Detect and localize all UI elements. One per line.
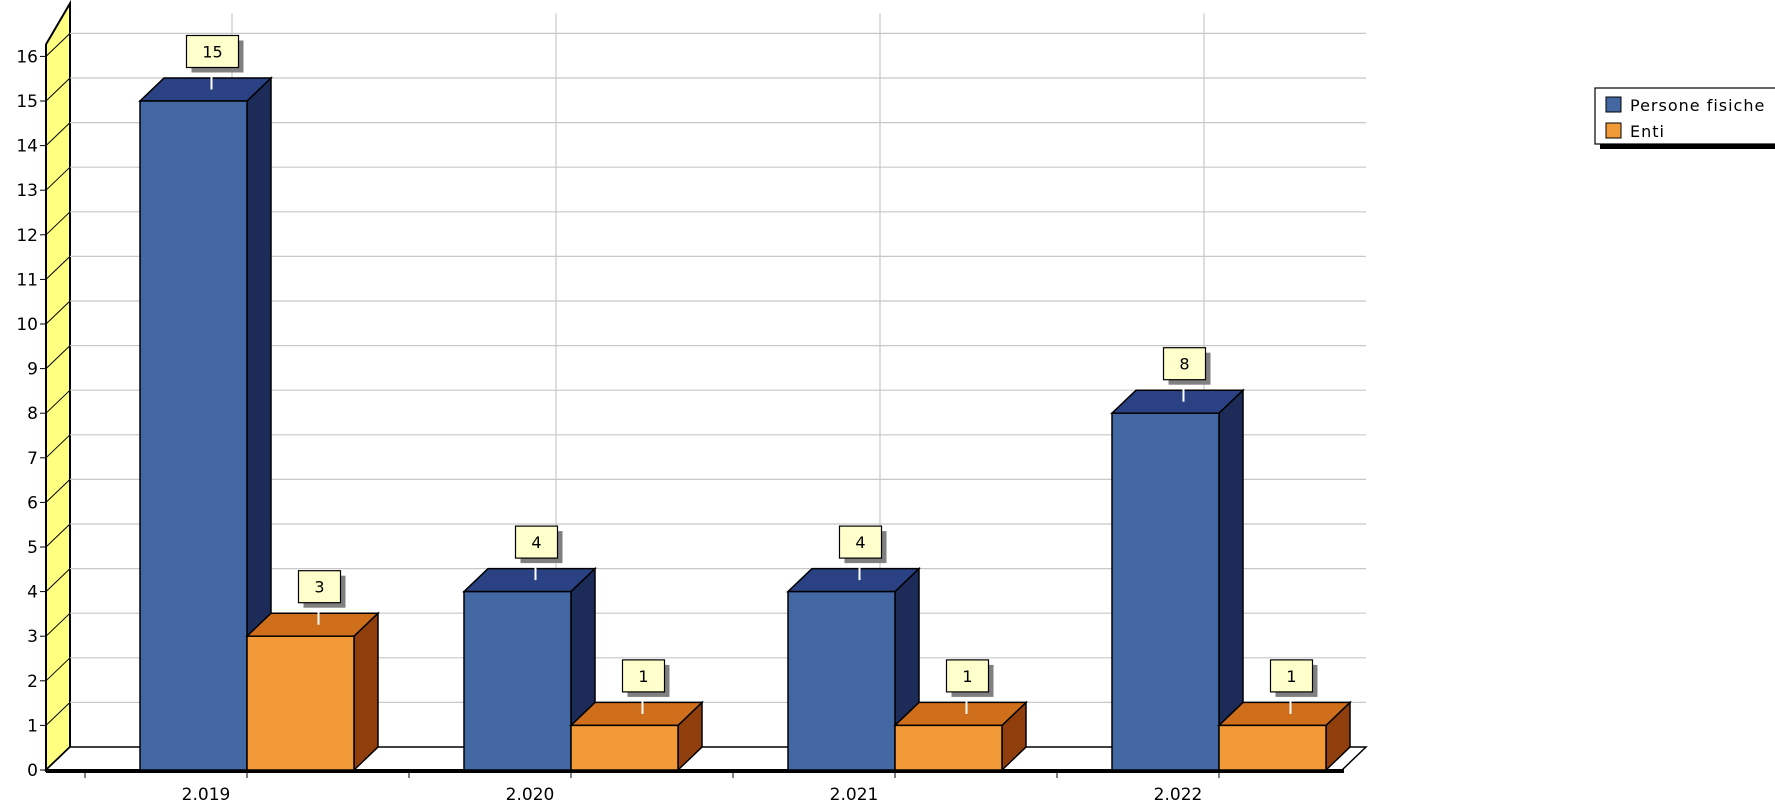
y-tick-label: 3 bbox=[27, 627, 38, 647]
wall-tick bbox=[45, 389, 71, 414]
data-label: 15 bbox=[202, 43, 222, 62]
wall-tick bbox=[45, 657, 71, 682]
y-tick-label: 4 bbox=[27, 583, 38, 603]
y-tick-label: 13 bbox=[16, 181, 38, 201]
bar-top bbox=[245, 612, 380, 637]
wall-tick bbox=[45, 300, 71, 325]
y-tick-label: 2 bbox=[27, 672, 38, 692]
y-tick-label: 10 bbox=[16, 315, 38, 335]
bar-top bbox=[786, 567, 921, 593]
data-label: 8 bbox=[1179, 355, 1189, 374]
bar-top bbox=[138, 77, 273, 102]
y-tick-label: 16 bbox=[16, 47, 38, 67]
bar-front bbox=[1218, 724, 1327, 771]
bar-top bbox=[893, 701, 1028, 727]
wall-tick bbox=[45, 345, 71, 369]
y-tick-label: 11 bbox=[16, 270, 38, 290]
y-tick-label: 9 bbox=[27, 360, 38, 380]
wall-tick bbox=[45, 702, 71, 726]
legend-entry: Enti bbox=[1630, 122, 1665, 141]
wall-tick bbox=[45, 166, 71, 191]
x-tick-label: 2.020 bbox=[506, 785, 555, 805]
data-label: 1 bbox=[1286, 667, 1296, 686]
bar-front bbox=[787, 590, 896, 771]
y-tick-label: 12 bbox=[16, 226, 38, 246]
wall-tick bbox=[45, 523, 71, 548]
bar-front bbox=[139, 100, 248, 771]
legend-entry: Persone fisiche bbox=[1630, 96, 1765, 115]
y-tick-label: 0 bbox=[27, 761, 38, 781]
x-tick-label: 2.019 bbox=[182, 785, 231, 805]
bar-enti-2.020 bbox=[569, 700, 704, 772]
data-label-box bbox=[621, 659, 666, 693]
legend-swatch bbox=[1605, 96, 1622, 113]
bar-front bbox=[570, 724, 679, 771]
bar-front bbox=[1111, 412, 1220, 771]
wall-tick bbox=[45, 612, 71, 637]
wall-tick bbox=[45, 33, 71, 57]
y-tick-label: 1 bbox=[27, 716, 38, 736]
x-tick-label: 2.021 bbox=[830, 785, 879, 805]
y-tick-label: 15 bbox=[16, 92, 38, 112]
data-label-box bbox=[297, 570, 342, 604]
bar-enti-2.022 bbox=[1217, 700, 1352, 772]
bar-persone-fisiche-2.020 bbox=[462, 566, 597, 772]
data-label-box bbox=[1269, 659, 1314, 693]
bar-enti-2.021 bbox=[893, 700, 1028, 772]
data-label: 1 bbox=[638, 667, 648, 686]
bar-top bbox=[1217, 701, 1352, 727]
legend-box bbox=[1594, 87, 1775, 145]
wall-tick bbox=[45, 256, 71, 280]
wall-tick bbox=[45, 77, 71, 102]
bar-enti-2.019 bbox=[245, 611, 380, 772]
data-label-box bbox=[185, 34, 240, 69]
left-wall bbox=[45, 0, 71, 773]
bar-front bbox=[894, 724, 1003, 771]
bar-top bbox=[462, 567, 597, 593]
bar-persone-fisiche-2.019 bbox=[138, 76, 273, 772]
y-tick-label: 6 bbox=[27, 493, 38, 513]
bars bbox=[138, 76, 1352, 772]
wall-tick bbox=[45, 434, 71, 459]
wall-tick bbox=[45, 568, 71, 592]
data-label-box bbox=[945, 659, 990, 693]
y-tick-label: 14 bbox=[16, 137, 38, 157]
bar-side bbox=[353, 611, 379, 772]
y-tick-label: 8 bbox=[27, 404, 38, 424]
data-label: 4 bbox=[855, 533, 865, 552]
data-label-box bbox=[1162, 347, 1207, 381]
legend-swatch bbox=[1605, 122, 1622, 139]
bar-top bbox=[1110, 389, 1245, 414]
data-label-box bbox=[838, 525, 883, 559]
data-label: 3 bbox=[314, 578, 324, 597]
y-tick-label: 7 bbox=[27, 449, 38, 469]
wall-tick bbox=[45, 479, 71, 503]
bar-persone-fisiche-2.022 bbox=[1110, 388, 1245, 772]
data-label: 4 bbox=[531, 533, 541, 552]
bar-front bbox=[463, 590, 572, 771]
data-label: 1 bbox=[962, 667, 972, 686]
x-tick-label: 2.022 bbox=[1154, 785, 1203, 805]
y-tick-label: 5 bbox=[27, 538, 38, 558]
wall-tick bbox=[45, 211, 71, 236]
legend: Persone fisiche Enti bbox=[1594, 87, 1775, 149]
wall-tick bbox=[45, 122, 71, 146]
data-labels: 15 4 4 8 3 1 1 1 bbox=[185, 34, 1318, 714]
data-label-box bbox=[514, 525, 559, 559]
bar-top bbox=[569, 701, 704, 727]
wall-tick bbox=[45, 746, 71, 771]
bar-front bbox=[246, 635, 355, 771]
